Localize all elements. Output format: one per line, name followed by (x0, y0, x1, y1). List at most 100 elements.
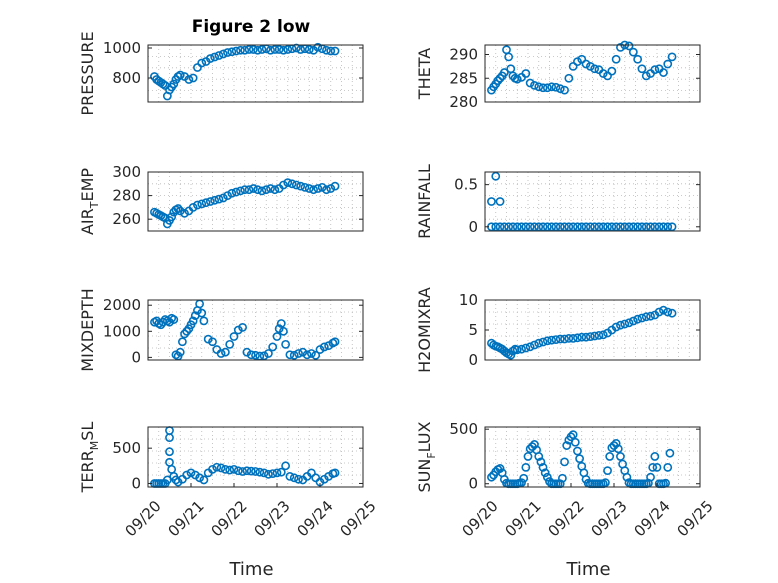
data-point (517, 222, 526, 232)
data-point (495, 73, 505, 83)
data-point (487, 472, 496, 482)
y-tick-label: 0 (131, 474, 141, 492)
data-point (236, 45, 245, 55)
data-point (542, 83, 552, 93)
y-tick-label: 500 (112, 439, 141, 457)
data-point (568, 61, 578, 71)
data-point (313, 184, 323, 193)
data-point (289, 473, 299, 483)
data-point (205, 197, 215, 206)
subplot-rainfall: 0 0.5 RAINFALL (415, 164, 701, 239)
data-point (186, 468, 196, 478)
data-point (581, 222, 591, 232)
data-point (317, 182, 327, 192)
y-tick-label: 285 (449, 69, 478, 87)
data-point (628, 222, 638, 232)
data-point (283, 45, 293, 54)
data-point (506, 350, 516, 360)
data-point (212, 462, 222, 472)
data-point (568, 333, 578, 343)
data-point (542, 336, 552, 346)
data-point (530, 80, 539, 90)
data-point (628, 47, 638, 57)
data-point (188, 202, 198, 212)
data-point (624, 222, 634, 232)
axes-box (484, 171, 701, 232)
data-point (581, 332, 591, 342)
data-point (272, 332, 282, 341)
data-point (590, 222, 600, 232)
figure-title: Figure 2 low (192, 17, 311, 37)
data-point (499, 68, 509, 77)
data-point (530, 222, 539, 232)
data-point (167, 212, 177, 222)
data-point (246, 466, 256, 476)
data-point (300, 182, 310, 192)
data-point (637, 313, 647, 323)
data-point (611, 322, 621, 332)
series-rainfall (487, 171, 677, 232)
data-point (652, 462, 662, 472)
data-point (330, 181, 340, 191)
axes-box (147, 299, 364, 361)
data-point (291, 180, 301, 190)
data-point (255, 467, 265, 477)
data-point (326, 46, 336, 56)
y-tick-label: 1000 (103, 39, 141, 57)
data-point (233, 466, 243, 476)
data-point (525, 78, 535, 88)
x-axis-label: Time (565, 559, 610, 580)
data-point (521, 343, 531, 353)
data-point (654, 307, 664, 317)
data-point (616, 452, 625, 461)
subplot-theta: 280 285 290 THETA (415, 40, 701, 111)
data-point (512, 345, 522, 355)
data-point (330, 337, 340, 347)
data-point (165, 447, 174, 457)
data-point (248, 45, 258, 54)
axes-box (147, 171, 364, 232)
data-point (495, 222, 505, 232)
data-point (521, 69, 531, 78)
data-point (233, 325, 243, 335)
y-tick-label: 0 (468, 351, 478, 369)
data-point (542, 222, 552, 232)
data-point (611, 222, 621, 232)
data-point (566, 432, 576, 442)
data-point (577, 332, 587, 342)
series-terr-msl (150, 426, 340, 488)
data-point (624, 318, 634, 328)
data-point (197, 58, 207, 68)
data-point (564, 333, 574, 343)
data-point (585, 61, 595, 71)
data-point (508, 222, 518, 232)
data-point (495, 464, 505, 473)
data-point (551, 222, 561, 232)
data-point (210, 195, 220, 205)
data-point (659, 305, 668, 315)
y-axis-label: THETA (415, 48, 434, 100)
data-point (242, 466, 252, 476)
data-point (259, 351, 269, 361)
data-point (598, 330, 608, 340)
data-point (287, 179, 297, 189)
data-point (246, 350, 256, 360)
data-point (242, 347, 252, 357)
data-point (175, 206, 185, 216)
y-tick-label: 800 (112, 69, 141, 87)
data-point (214, 51, 224, 60)
data-point (201, 198, 211, 208)
data-point (216, 349, 226, 358)
data-point (538, 462, 548, 472)
data-point (564, 222, 574, 232)
data-point (650, 222, 660, 232)
data-point (257, 45, 267, 54)
data-point (291, 43, 301, 53)
data-point (188, 316, 198, 326)
data-point (560, 222, 569, 232)
data-point (616, 42, 625, 52)
data-point (534, 82, 544, 92)
data-point (203, 334, 213, 344)
y-axis-label: SUNFLUX (415, 421, 438, 492)
